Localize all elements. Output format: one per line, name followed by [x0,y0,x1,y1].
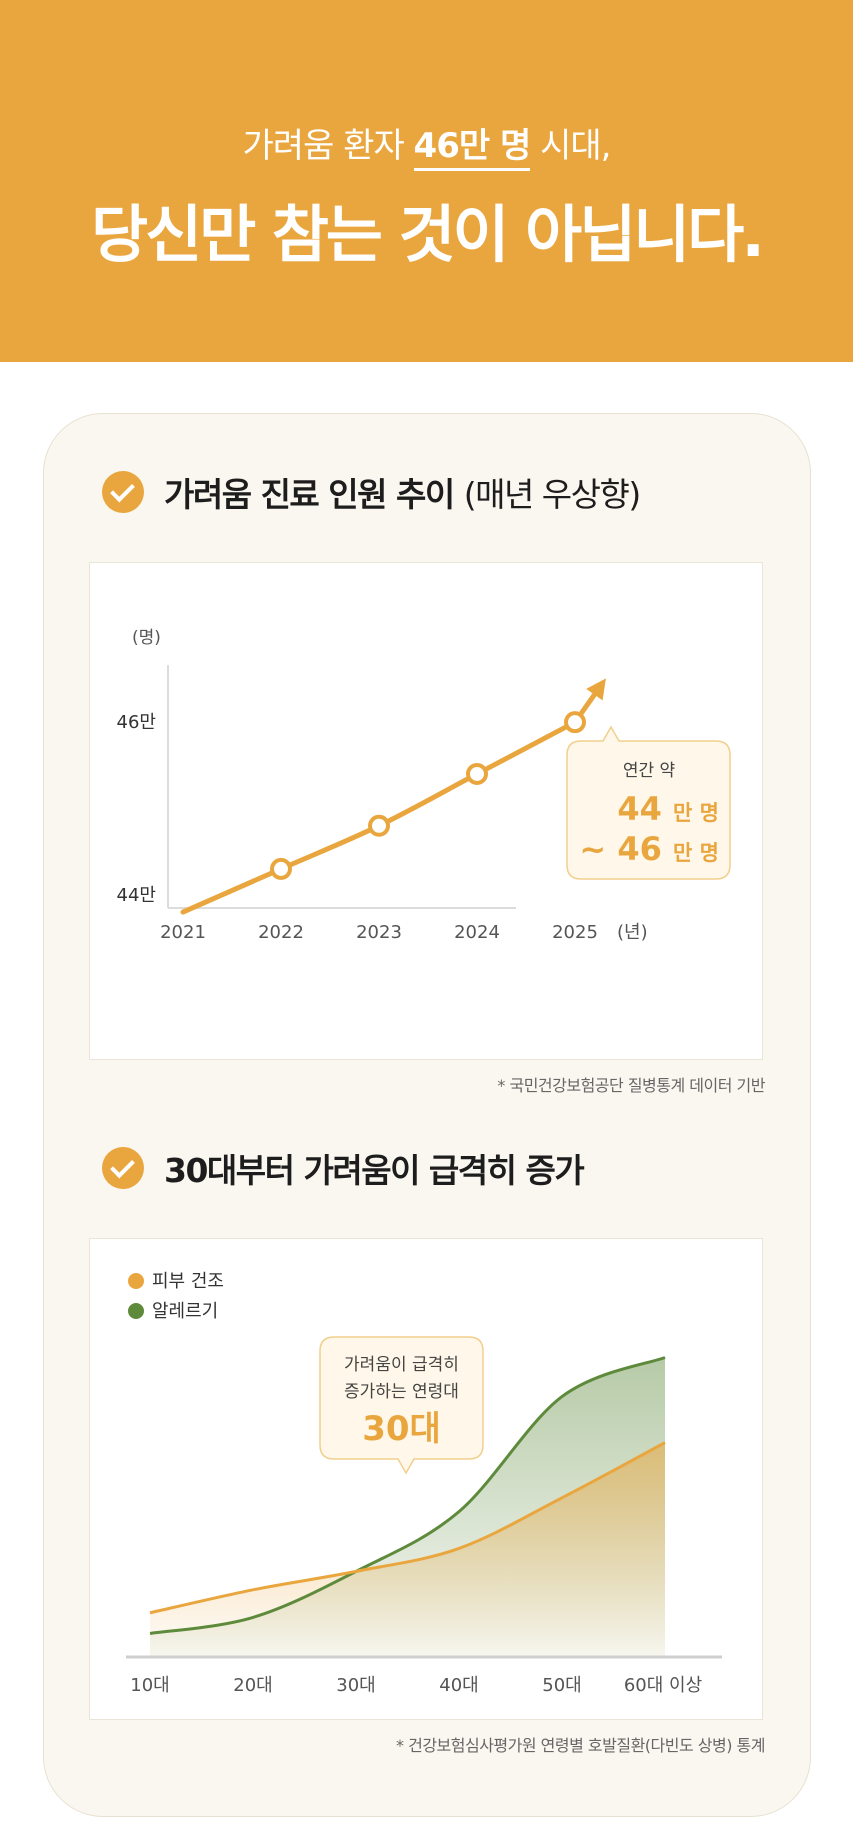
x-tick-label: 60대 이상 [624,1675,702,1696]
callout-line-1: 가려움이 급격히 [344,1355,459,1375]
legend-label: 알레르기 [152,1301,218,1322]
series-area [150,1442,665,1657]
x-tick-label: 2023 [356,922,402,943]
data-point [564,711,586,734]
callout-value: 30대 [362,1409,441,1449]
check-circle-icon [102,471,144,513]
hero-subtitle: 가려움 환자 46만 명 시대, [0,118,853,171]
series-line [149,1441,666,1615]
section1-title-note: (매년 우상향) [463,475,642,514]
x-tick-label: 50대 [542,1675,581,1696]
data-point [270,857,292,880]
hero-subtitle-pre: 가려움 환자 [242,126,414,166]
legend-swatch [128,1303,144,1319]
x-tick-label: 2025 [552,922,598,943]
legend-label: 피부 건조 [152,1271,224,1292]
hero-title: 당신만 참는 것이 아닙니다. [91,198,765,271]
x-tick-label: 20대 [233,1675,272,1696]
callout-value-1: 44 만 명 [617,790,719,828]
callout-value-2: ~ 46 만 명 [579,830,719,868]
hero-subtitle-highlight: 46만 명 [413,126,531,171]
section1-heading: 가려움 진료 인원 추이 (매년 우상향) [102,468,642,516]
legend-swatch [128,1273,144,1289]
series-line [149,1356,666,1635]
hero-banner: 가려움 환자 46만 명 시대, 당신만 참는 것이 아닙니다. [0,0,853,362]
check-circle-icon [102,1147,144,1189]
x-tick-label: 2021 [160,922,206,943]
y-axis-unit: (명) [132,628,161,648]
x-tick-label: 2024 [454,922,500,943]
x-tick-label: 2022 [258,922,304,943]
callout-bubble [566,725,731,880]
x-axis-unit: (년) [617,922,648,943]
trend-chart-panel: (명) 46만 44만 2021 2022 2023 2024 2025 (년) 연간 약 44 만… [89,562,763,1060]
y-tick-label: 46만 [117,712,156,733]
y-tick-label: 44만 [117,885,156,906]
x-tick-label: 30대 [336,1675,375,1696]
trend-callout: 연간 약 44 만 명~ 46 만 명 [566,725,731,880]
section1-source: * 국민건강보험공단 질병통계 데이터 기반 [497,1076,765,1095]
callout-label: 연간 약 [623,761,675,781]
section2-source: * 건강보험심사평가원 연령별 호발질환(다빈도 상병) 통계 [396,1736,765,1755]
callout-line-2: 증가하는 연령대 [344,1382,459,1402]
content-card: 가려움 진료 인원 추이 (매년 우상향) (명) 46만 44만 2021 2022 2… [43,413,811,1817]
section2-heading: 30대부터 가려움이 급격히 증가 [102,1144,585,1192]
section2-title: 30대부터 가려움이 급격히 증가 [164,1151,585,1190]
x-tick-label: 10대 [130,1675,169,1696]
callout-bubble [319,1336,484,1475]
data-point [466,762,488,785]
section1-title: 가려움 진료 인원 추이 [164,475,455,514]
hero-subtitle-post: 시대, [530,126,611,166]
data-point [368,814,390,837]
x-tick-label: 40대 [439,1675,478,1696]
